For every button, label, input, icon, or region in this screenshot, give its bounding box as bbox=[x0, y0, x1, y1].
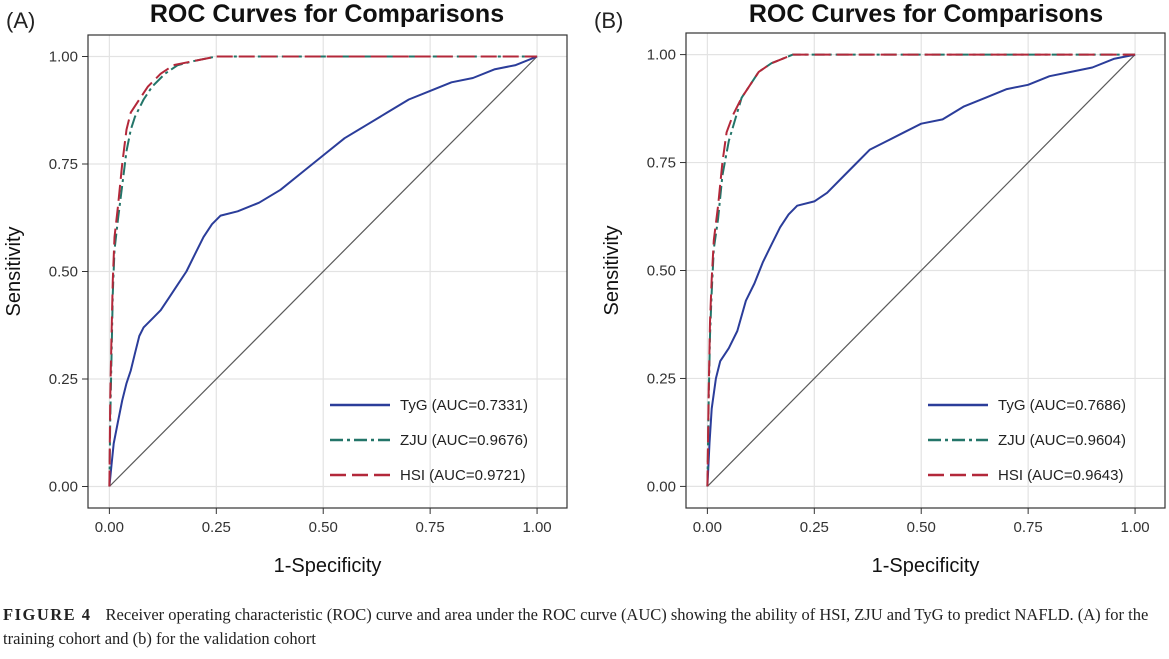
y-tick-label: 1.00 bbox=[49, 49, 78, 66]
roc-curve-tyg bbox=[706, 53, 1136, 487]
y-tick-label: 0.25 bbox=[647, 370, 676, 387]
x-tick-label: 0.75 bbox=[1014, 519, 1043, 536]
legend-label-tyg: TyG (AUC=0.7331) bbox=[400, 397, 528, 414]
x-tick-label: 1.00 bbox=[522, 519, 551, 536]
roc-curve-tyg bbox=[108, 55, 538, 487]
x-tick-label: 1.00 bbox=[1120, 519, 1149, 536]
roc-curve-zju bbox=[108, 55, 538, 487]
legend-label-tyg: TyG (AUC=0.7686) bbox=[998, 397, 1126, 414]
x-tick-label: 0.75 bbox=[416, 519, 445, 536]
reference-diagonal-line bbox=[108, 56, 538, 487]
y-tick-label: 0.00 bbox=[49, 479, 78, 496]
roc-figure: ROC Curves for Comparisons (A) 0.00 0.25 0.5… bbox=[3, 0, 1166, 577]
y-tick-label: 0.50 bbox=[49, 264, 78, 281]
chart-title: ROC Curves for Comparisons bbox=[150, 0, 504, 28]
figure-label: FIGURE 4 bbox=[3, 605, 92, 624]
roc-curve-zju bbox=[706, 53, 1136, 487]
roc-panel-a: ROC Curves for Comparisons (A) 0.00 0.25 0.5… bbox=[3, 0, 568, 577]
y-tick-label: 0.25 bbox=[49, 371, 78, 388]
reference-diagonal-line bbox=[706, 54, 1136, 487]
y-tick-label: 1.00 bbox=[647, 47, 676, 64]
x-axis-label: 1-Specificity bbox=[274, 555, 382, 577]
x-tick-label: 0.25 bbox=[202, 519, 231, 536]
x-axis-label: 1-Specificity bbox=[872, 555, 980, 577]
x-tick-label: 0.50 bbox=[309, 519, 338, 536]
y-tick-label: 0.00 bbox=[647, 478, 676, 495]
panel-label: (A) bbox=[6, 8, 35, 33]
legend-label-zju: ZJU (AUC=0.9676) bbox=[400, 432, 528, 449]
roc-curve-hsi bbox=[706, 53, 1136, 487]
figure-caption: FIGURE 4 Receiver operating characteristi… bbox=[3, 603, 1163, 651]
legend-label-hsi: HSI (AUC=0.9643) bbox=[998, 467, 1123, 484]
x-tick-label: 0.00 bbox=[95, 519, 124, 536]
y-axis-label: Sensitivity bbox=[3, 226, 25, 316]
roc-curve-hsi bbox=[108, 55, 538, 487]
y-tick-label: 0.50 bbox=[647, 263, 676, 280]
x-tick-label: 0.50 bbox=[907, 519, 936, 536]
panel-label: (B) bbox=[594, 8, 623, 33]
y-tick-label: 0.75 bbox=[647, 155, 676, 172]
legend-label-hsi: HSI (AUC=0.9721) bbox=[400, 467, 525, 484]
x-tick-label: 0.00 bbox=[693, 519, 722, 536]
roc-panel-b: ROC Curves for Comparisons (B) 0.00 0.25 0.5… bbox=[594, 0, 1166, 577]
y-tick-label: 0.75 bbox=[49, 156, 78, 173]
legend-label-zju: ZJU (AUC=0.9604) bbox=[998, 432, 1126, 449]
figure-caption-text: Receiver operating characteristic (ROC) … bbox=[3, 605, 1149, 648]
x-tick-label: 0.25 bbox=[800, 519, 829, 536]
chart-title: ROC Curves for Comparisons bbox=[749, 0, 1103, 28]
y-axis-label: Sensitivity bbox=[601, 225, 623, 315]
